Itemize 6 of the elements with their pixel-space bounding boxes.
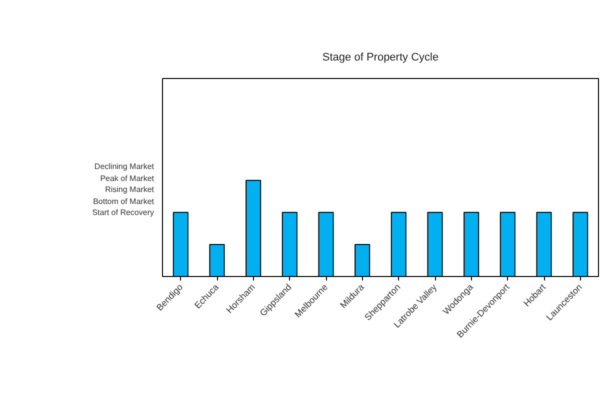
chart-title: Stage of Property Cycle xyxy=(322,52,439,64)
text: Declining Market xyxy=(93,161,154,172)
text: Rising Market xyxy=(104,184,154,196)
text: Peak of Market xyxy=(99,172,154,184)
text: Start of Recovery xyxy=(92,207,154,218)
text: Bottom of Market xyxy=(92,196,154,207)
